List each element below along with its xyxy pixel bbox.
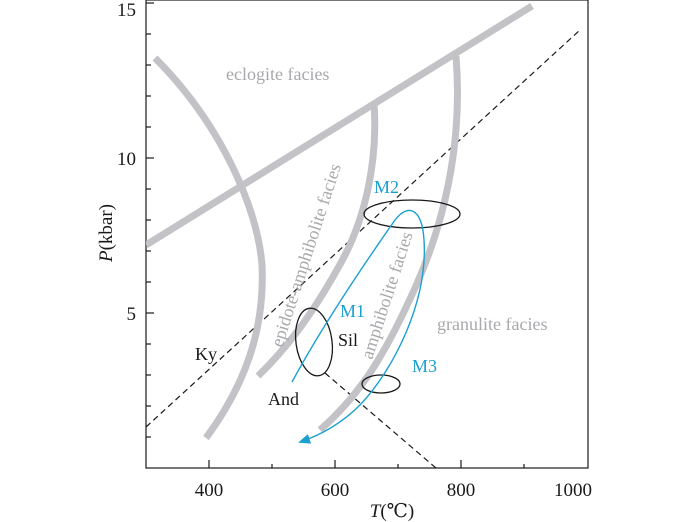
- y-tick-label: 15: [117, 0, 136, 21]
- x-tick-label: 400: [195, 480, 224, 501]
- andalusite-label: And: [268, 389, 299, 409]
- m1-stage-ellipse: [294, 307, 334, 377]
- y-axis-ticks: [146, 2, 154, 438]
- plot-frame: [145, 0, 589, 469]
- x-axis-ticks: [208, 460, 525, 468]
- y-tick-label: 10: [117, 149, 136, 170]
- x-axis-title: T(℃): [370, 501, 415, 522]
- granulite-facies-label: granulite facies: [437, 314, 547, 334]
- m1-label: M1: [340, 301, 365, 321]
- eclogite-facies-lower-boundary: [146, 3, 534, 248]
- x-tick-label: 600: [321, 480, 350, 501]
- sillimanite-label: Sil: [338, 330, 358, 350]
- y-tick-label: 5: [127, 304, 137, 325]
- x-tick-label: 1000: [554, 480, 592, 501]
- andalusite-sillimanite-boundary: [324, 372, 437, 468]
- m3-stage-ellipse: [361, 374, 401, 394]
- m3-label: M3: [412, 356, 437, 376]
- kyanite-label: Ky: [195, 344, 217, 364]
- kyanite-sillimanite-boundary: [146, 29, 581, 428]
- amphibolite-granulite-boundary: [317, 55, 461, 433]
- m2-stage-ellipse: [363, 199, 461, 229]
- epidote-amphibolite-right-boundary: [255, 102, 379, 379]
- y-axis-title: P(kbar): [96, 204, 117, 263]
- x-tick-label: 800: [447, 480, 476, 501]
- pt-path-arrow: [291, 209, 426, 444]
- m2-label: M2: [374, 177, 399, 197]
- eclogite-facies-left-boundary: [152, 55, 266, 441]
- eclogite-facies-label: eclogite facies: [226, 64, 329, 84]
